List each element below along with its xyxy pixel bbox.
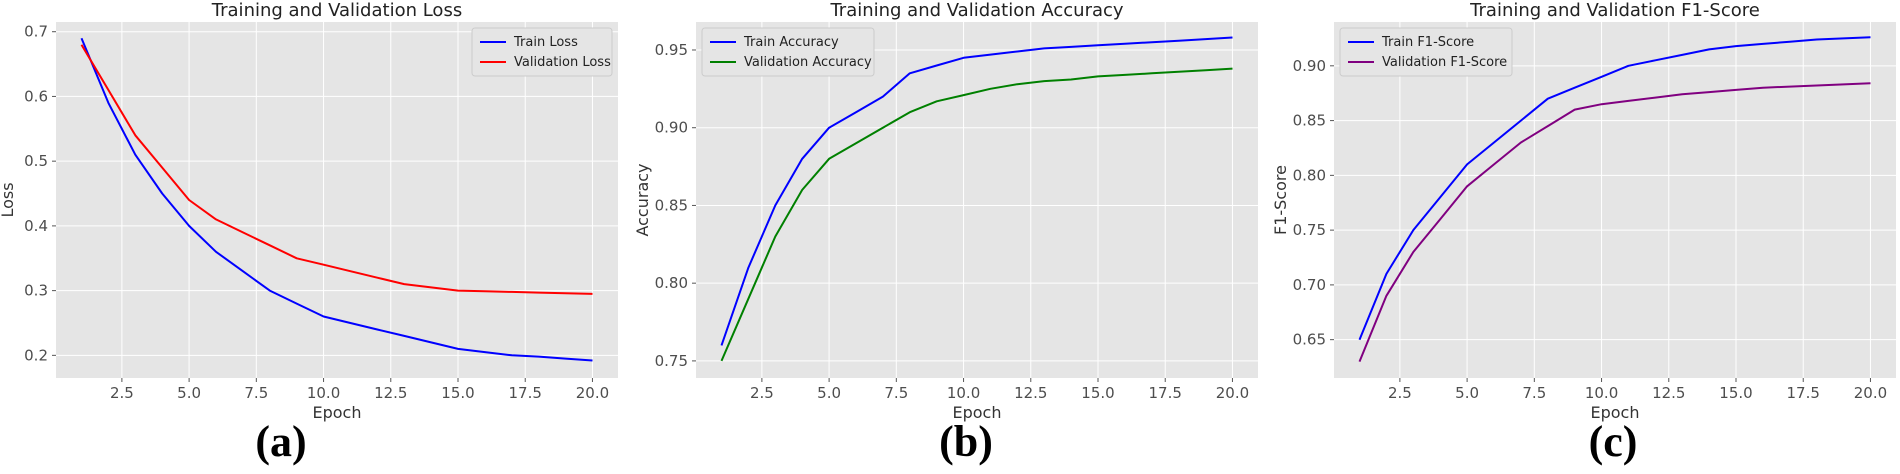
series-line-0 (720, 36, 1233, 346)
series-line-0 (80, 37, 593, 362)
y-tick-label: 0.70 (1293, 276, 1326, 294)
y-tick-label: 0.90 (655, 119, 688, 137)
caption-b: (b) (939, 417, 993, 466)
y-axis-label: Accuracy (633, 163, 652, 236)
x-tick-label: 12.5 (1014, 384, 1047, 402)
legend-label: Train Accuracy (743, 35, 839, 50)
y-tick-label: 0.85 (1293, 112, 1326, 130)
x-tick-label: 12.5 (374, 384, 407, 402)
y-tick-label: 0.75 (1293, 221, 1326, 239)
x-tick-label: 20.0 (1854, 384, 1887, 402)
series-line-1 (1358, 82, 1871, 362)
x-tick-label: 10.0 (947, 384, 980, 402)
x-tick-label: 7.5 (1522, 384, 1546, 402)
x-tick-label: 7.5 (244, 384, 268, 402)
y-tick-label: 0.4 (24, 217, 48, 235)
x-tick-label: 17.5 (509, 384, 542, 402)
y-tick-label: 0.7 (24, 23, 48, 41)
x-axis-label: Epoch (953, 403, 1002, 422)
legend-label: Train F1-Score (1381, 35, 1474, 50)
y-tick-label: 0.75 (655, 352, 688, 370)
legend-box (471, 27, 613, 77)
x-axis-label: Epoch (313, 403, 362, 422)
x-tick-label: 5.0 (817, 384, 841, 402)
x-axis-label: Epoch (1591, 403, 1640, 422)
series-line-1 (720, 67, 1233, 362)
legend: Train Loss Validation Loss (471, 27, 613, 77)
y-axis-label: Loss (0, 182, 17, 217)
chart-title: Training and Validation F1-Score (1469, 0, 1760, 21)
legend-label: Validation F1-Score (1382, 55, 1507, 70)
chart-panel-0: 2.5 5.0 7.5 10.0 12.5 15.0 17.5 20.0 0.2 0.3 0.4 0.… (0, 0, 618, 422)
caption-a: (a) (255, 417, 307, 466)
chart-title: Training and Validation Accuracy (829, 0, 1123, 21)
series-line-1 (80, 44, 593, 295)
chart-panel-1: 2.5 5.0 7.5 10.0 12.5 15.0 17.5 20.0 0.75 0.80 0.8… (633, 0, 1258, 422)
x-tick-label: 2.5 (750, 384, 774, 402)
y-tick-label: 0.85 (655, 196, 688, 214)
x-tick-label: 17.5 (1787, 384, 1820, 402)
x-tick-label: 10.0 (1585, 384, 1618, 402)
plot-area (1334, 22, 1896, 378)
legend-box (1339, 27, 1513, 77)
y-tick-label: 0.65 (1293, 331, 1326, 349)
y-tick-label: 0.2 (24, 346, 48, 364)
plot-area (696, 22, 1258, 378)
y-tick-label: 0.6 (24, 87, 48, 105)
y-tick-label: 0.90 (1293, 57, 1326, 75)
x-tick-label: 20.0 (576, 384, 609, 402)
x-tick-label: 5.0 (177, 384, 201, 402)
y-axis-label: F1-Score (1271, 165, 1290, 235)
x-tick-label: 17.5 (1149, 384, 1182, 402)
x-tick-label: 20.0 (1216, 384, 1249, 402)
y-tick-label: 0.80 (655, 274, 688, 292)
x-tick-label: 2.5 (110, 384, 134, 402)
legend: Train F1-Score Validation F1-Score (1339, 27, 1513, 77)
x-tick-label: 2.5 (1388, 384, 1412, 402)
y-tick-label: 0.3 (24, 282, 48, 300)
x-tick-label: 5.0 (1455, 384, 1479, 402)
legend-box (701, 27, 875, 77)
caption-c: (c) (1588, 417, 1638, 466)
legend-label: Train Loss (513, 35, 578, 50)
y-tick-label: 0.80 (1293, 166, 1326, 184)
x-tick-label: 15.0 (1719, 384, 1752, 402)
y-tick-label: 0.95 (655, 41, 688, 59)
legend: Train Accuracy Validation Accuracy (701, 27, 875, 77)
chart-panel-2: 2.5 5.0 7.5 10.0 12.5 15.0 17.5 20.0 0.65 0.70 0.7… (1271, 0, 1896, 422)
x-tick-label: 10.0 (307, 384, 340, 402)
plot-area (56, 22, 618, 378)
chart-title: Training and Validation Loss (211, 0, 462, 21)
x-tick-label: 7.5 (884, 384, 908, 402)
series-line-0 (1358, 36, 1871, 341)
legend-label: Validation Loss (514, 55, 611, 70)
x-tick-label: 15.0 (1081, 384, 1114, 402)
x-tick-label: 12.5 (1652, 384, 1685, 402)
x-tick-label: 15.0 (441, 384, 474, 402)
y-tick-label: 0.5 (24, 152, 48, 170)
legend-label: Validation Accuracy (744, 55, 872, 70)
